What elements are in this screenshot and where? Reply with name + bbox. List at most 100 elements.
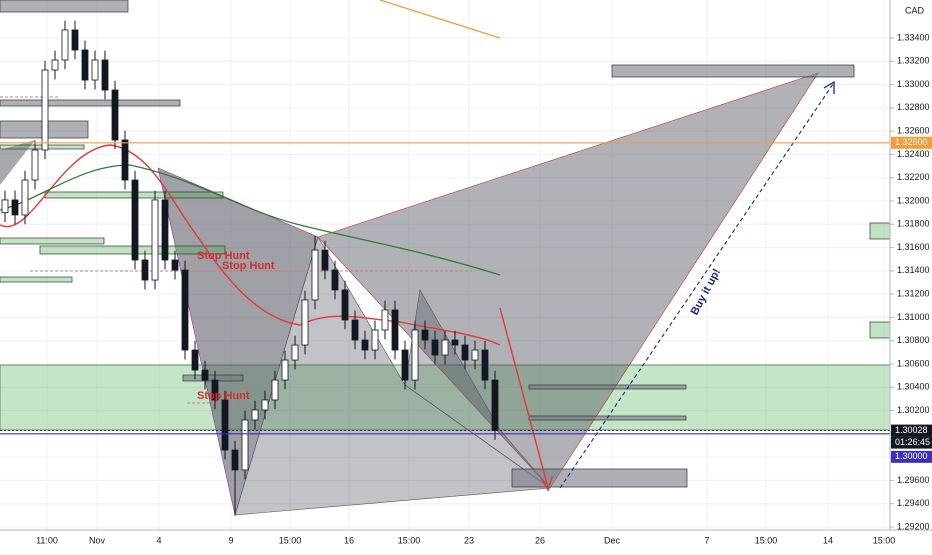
arrow [499, 307, 548, 485]
candle-body [181, 269, 189, 351]
candle-body [221, 399, 229, 451]
candle-body [271, 379, 279, 401]
y-tick-label: 1.30800 [897, 335, 930, 345]
arrow [559, 83, 834, 489]
zone-box [869, 222, 893, 240]
price-tag [891, 136, 932, 149]
candle-body [371, 329, 379, 351]
candle-body [401, 349, 409, 381]
y-tick-label: 1.32200 [897, 172, 930, 182]
candles [1, 20, 499, 516]
demand-zone [0, 364, 891, 431]
candle-body [21, 179, 29, 216]
candle-body [341, 289, 349, 321]
annotation: Buy it up! [689, 267, 723, 317]
candle-body [351, 319, 359, 341]
trend-line [379, 0, 501, 39]
pattern [0, 140, 35, 185]
zone-box [611, 64, 855, 78]
y-tick-label: 1.33000 [897, 79, 930, 89]
x-tick-label: 15:00 [398, 535, 421, 545]
candle-body [231, 449, 239, 471]
countdown-tag [891, 436, 932, 449]
x-tick-label: 15:00 [279, 535, 302, 545]
candle-body [31, 149, 39, 181]
candle-body [121, 139, 129, 181]
price-tag-label: 1.30028 [895, 425, 928, 435]
x-tick-label: 4 [156, 535, 161, 545]
candle-body [391, 309, 399, 351]
candle-body [481, 349, 489, 381]
drawings [0, 0, 893, 517]
candle-body [11, 199, 19, 216]
currency: CAD [905, 5, 925, 15]
price-tag-label: 1.32500 [895, 137, 928, 147]
candle-body [381, 309, 389, 331]
zone-box [0, 99, 181, 107]
y-tick-label: 1.29400 [897, 498, 930, 508]
candle-body [61, 29, 69, 61]
candle-body [101, 59, 109, 91]
y-tick-label: 1.32400 [897, 149, 930, 159]
candle-body [311, 249, 319, 301]
pattern [317, 72, 819, 489]
candle-body [491, 379, 499, 431]
candle-body [361, 339, 369, 351]
y-tick-label: 1.32800 [897, 102, 930, 112]
candle-body [141, 259, 149, 281]
axis-labels: 11:00 Nov 4 9 15:00 16 15:00 23 26 Dec 7 15:00 14 15:… [36, 32, 932, 545]
y-tick-label: 1.30600 [897, 358, 930, 368]
candle-body [81, 49, 89, 81]
annotation: Stop Hunt [222, 260, 275, 272]
candle-body [1, 199, 9, 214]
pattern [404, 289, 551, 489]
zone-box [0, 0, 129, 13]
candle-body [51, 59, 59, 71]
annotation: Stop Hunt [197, 390, 250, 402]
x-tick-label: 9 [228, 535, 233, 545]
x-tick-label: Dec [604, 535, 621, 545]
x-tick-label: 16 [344, 535, 354, 545]
x-tick-label: 11:00 [36, 535, 58, 545]
candle-body [131, 179, 139, 261]
candle-body [241, 419, 249, 471]
candle-body [451, 339, 459, 346]
candle-body [301, 299, 309, 346]
x-tick-label: 14 [823, 535, 833, 545]
arrow-head [540, 476, 553, 492]
y-tick-label: 1.32600 [897, 126, 930, 136]
zone-box [0, 237, 105, 245]
arrow-head [823, 80, 835, 94]
candle-body [191, 349, 199, 371]
countdown: 01:26:45 [895, 437, 930, 447]
candle-body [211, 379, 219, 401]
y-tick-label: 1.30400 [897, 382, 930, 392]
x-tick-label: 23 [464, 535, 474, 545]
candle-body [411, 329, 419, 381]
candle-body [161, 199, 169, 261]
price-tag [891, 424, 932, 437]
x-tick-label: 15:00 [755, 535, 778, 545]
x-tick-label: 26 [535, 535, 545, 545]
y-tick-label: 1.31600 [897, 242, 930, 252]
candle-body [441, 339, 449, 356]
candle-body [91, 59, 99, 81]
candle-body [321, 249, 329, 271]
x-tick-label: 7 [704, 535, 709, 545]
annotation: Stop Hunt [197, 250, 250, 262]
x-tick-label: Nov [89, 535, 106, 545]
zone-box [869, 321, 893, 339]
y-tick-label: 1.31200 [897, 289, 930, 299]
y-tick-label: 1.31400 [897, 265, 930, 275]
candle-body [421, 329, 429, 341]
candle-body [71, 29, 79, 51]
candle-body [331, 269, 339, 291]
candle-body [291, 344, 299, 361]
candle-body [461, 344, 469, 361]
candle-body [471, 349, 479, 361]
y-tick-label: 1.30200 [897, 405, 930, 415]
candle-body [281, 359, 289, 381]
y-tick-label: 1.29600 [897, 475, 930, 485]
